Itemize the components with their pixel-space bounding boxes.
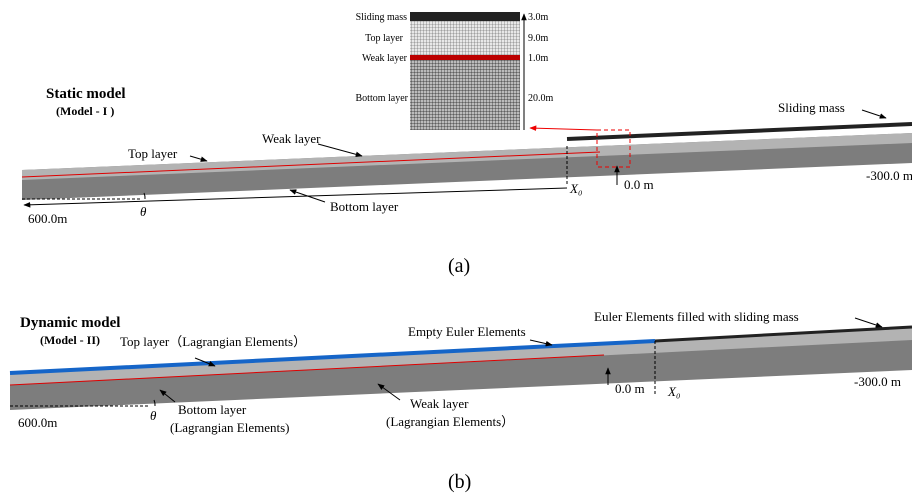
inset: Sliding mass Top layer Weak layer Bottom… [356, 12, 554, 130]
subtitle: (Model - I ) [56, 104, 114, 118]
label: Sliding mass [778, 100, 845, 115]
label: (Lagrangian Elements) [170, 420, 289, 435]
inset-thickness: 9.0m [528, 33, 549, 44]
label: (Lagrangian Elements） [386, 414, 514, 429]
x0: X₀ [569, 181, 582, 196]
label: Weak layer [262, 131, 321, 146]
title: Dynamic model [20, 315, 120, 331]
diagram: Sliding mass Top layer Weak layer Bottom… [0, 0, 912, 497]
x0: X₀ [667, 384, 680, 399]
title: Static model [46, 86, 126, 102]
origin: 0.0 m [624, 177, 654, 192]
inset-layer: Bottom layer [356, 93, 409, 104]
origin: 0.0 m [615, 381, 645, 396]
inset-layer: Top layer [365, 33, 404, 44]
inset-layer: Weak layer [362, 53, 408, 64]
right-end: -300.0 m [854, 374, 901, 389]
inset-thickness: 3.0m [528, 12, 549, 23]
right-end: -300.0 m [866, 168, 912, 183]
inset-thickness: 20.0m [528, 93, 554, 104]
subtitle: (Model - II) [40, 333, 100, 347]
left-end: 600.0m [18, 415, 57, 430]
left-end: 600.0m [28, 211, 67, 226]
angle: θ [150, 408, 157, 423]
caption: (a) [448, 255, 470, 277]
label: Euler Elements filled with sliding mass [594, 309, 799, 324]
label: Top layer（Lagrangian Elements） [120, 334, 306, 349]
label: Top layer [128, 146, 178, 161]
label: Empty Euler Elements [408, 324, 526, 339]
label: Weak layer [410, 396, 469, 411]
inset-layer: Sliding mass [356, 12, 408, 23]
label: Bottom layer [330, 199, 399, 214]
angle: θ [140, 204, 147, 219]
label: Bottom layer [178, 402, 247, 417]
caption: (b) [448, 471, 471, 493]
inset-thickness: 1.0m [528, 53, 549, 64]
